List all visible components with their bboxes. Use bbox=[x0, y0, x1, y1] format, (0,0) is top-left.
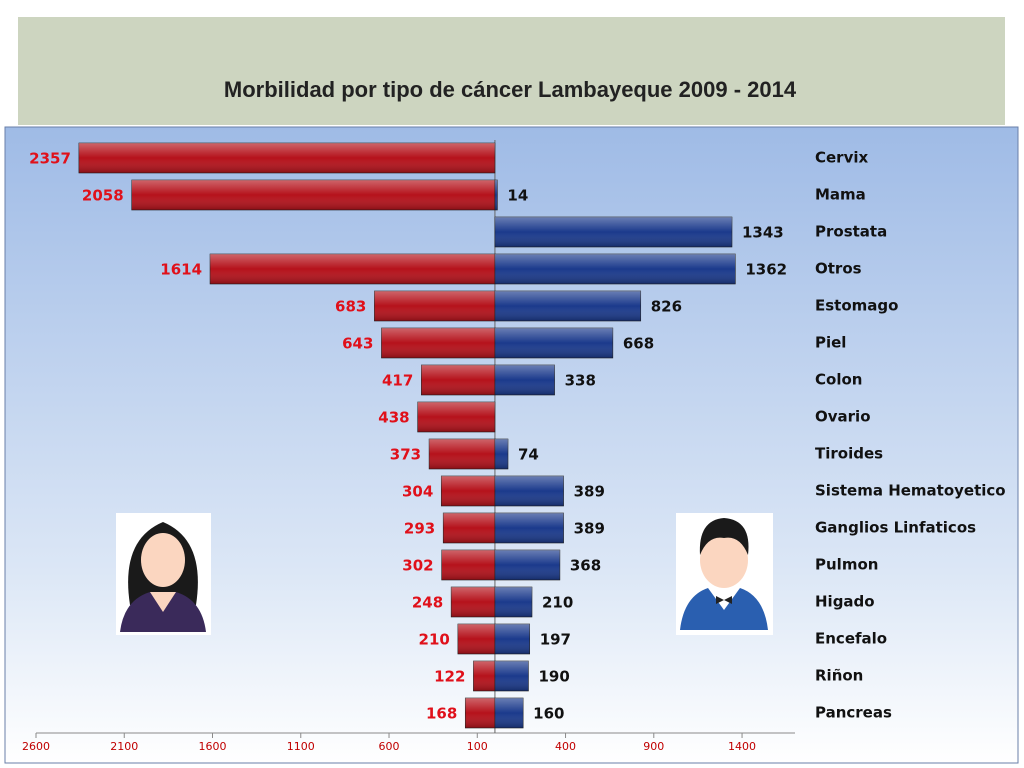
header-box bbox=[18, 17, 1005, 125]
bar-shine bbox=[494, 624, 530, 654]
bar-shine bbox=[417, 402, 495, 432]
category-label: Higado bbox=[815, 593, 875, 611]
value-label: 668 bbox=[623, 335, 654, 353]
category-label: Encefalo bbox=[815, 630, 887, 648]
value-label: 190 bbox=[538, 668, 569, 686]
value-label: 210 bbox=[419, 631, 450, 649]
bar-shine bbox=[494, 328, 613, 358]
value-label: 338 bbox=[565, 372, 596, 390]
x-tick-label: 1100 bbox=[287, 740, 315, 753]
value-label: 417 bbox=[382, 372, 413, 390]
x-tick-label: 1600 bbox=[199, 740, 227, 753]
value-label: 2357 bbox=[29, 150, 71, 168]
category-label: Otros bbox=[815, 260, 862, 278]
value-label: 302 bbox=[402, 557, 433, 575]
x-tick-label: 100 bbox=[467, 740, 488, 753]
bar-shine bbox=[494, 217, 732, 247]
value-label: 438 bbox=[378, 409, 409, 427]
value-label: 643 bbox=[342, 335, 373, 353]
bar-shine bbox=[210, 254, 495, 284]
value-label: 304 bbox=[402, 483, 433, 501]
bar-shine bbox=[441, 550, 495, 580]
category-label: Pulmon bbox=[815, 556, 878, 574]
value-label: 248 bbox=[412, 594, 443, 612]
male-icon bbox=[676, 513, 773, 635]
value-label: 14 bbox=[507, 187, 528, 205]
bar-shine bbox=[441, 476, 495, 506]
category-label: Piel bbox=[815, 334, 846, 352]
x-tick-label: 2100 bbox=[110, 740, 138, 753]
category-label: Mama bbox=[815, 186, 866, 204]
bar-shine bbox=[374, 291, 495, 321]
value-label: 1614 bbox=[160, 261, 202, 279]
bar-shine bbox=[494, 291, 641, 321]
value-label: 389 bbox=[574, 483, 605, 501]
value-label: 389 bbox=[574, 520, 605, 538]
bar-shine bbox=[494, 439, 508, 469]
value-label: 74 bbox=[518, 446, 539, 464]
value-label: 160 bbox=[533, 705, 564, 723]
x-tick-label: 1400 bbox=[728, 740, 756, 753]
bar-shine bbox=[494, 550, 560, 580]
chart-title: Morbilidad por tipo de cáncer Lambayeque… bbox=[224, 77, 797, 102]
value-label: 168 bbox=[426, 705, 457, 723]
bar-shine bbox=[494, 698, 524, 728]
x-tick-label: 400 bbox=[555, 740, 576, 753]
bar-shine bbox=[78, 143, 495, 173]
category-label: Ovario bbox=[815, 408, 871, 426]
bar-shine bbox=[131, 180, 495, 210]
category-label: Colon bbox=[815, 371, 862, 389]
bar-shine bbox=[421, 365, 495, 395]
x-tick-label: 2600 bbox=[22, 740, 50, 753]
bar-shine bbox=[451, 587, 495, 617]
bar-shine bbox=[494, 254, 736, 284]
bar-shine bbox=[443, 513, 495, 543]
bar-shine bbox=[494, 513, 564, 543]
bar-shine bbox=[457, 624, 495, 654]
bar-shine bbox=[494, 365, 555, 395]
value-label: 122 bbox=[434, 668, 465, 686]
x-tick-label: 900 bbox=[643, 740, 664, 753]
bar-shine bbox=[494, 587, 532, 617]
category-label: Pancreas bbox=[815, 704, 892, 722]
value-label: 197 bbox=[540, 631, 571, 649]
female-icon bbox=[116, 513, 211, 635]
value-label: 1362 bbox=[745, 261, 787, 279]
category-label: Prostata bbox=[815, 223, 887, 241]
bar-shine bbox=[494, 180, 498, 210]
value-label: 373 bbox=[390, 446, 421, 464]
bar-shine bbox=[381, 328, 495, 358]
value-label: 293 bbox=[404, 520, 435, 538]
category-label: Riñon bbox=[815, 667, 863, 685]
category-label: Estomago bbox=[815, 297, 898, 315]
value-label: 2058 bbox=[82, 187, 124, 205]
x-tick-label: 600 bbox=[379, 740, 400, 753]
bar-shine bbox=[494, 476, 564, 506]
category-label: Cervix bbox=[815, 149, 868, 167]
category-label: Tiroides bbox=[815, 445, 883, 463]
value-label: 826 bbox=[651, 298, 682, 316]
bar-shine bbox=[465, 698, 495, 728]
bar-shine bbox=[473, 661, 495, 691]
value-label: 1343 bbox=[742, 224, 784, 242]
bar-shine bbox=[429, 439, 495, 469]
category-label: Sistema Hematoyetico bbox=[815, 482, 1006, 500]
bar-shine bbox=[494, 661, 529, 691]
value-label: 210 bbox=[542, 594, 573, 612]
value-label: 368 bbox=[570, 557, 601, 575]
category-label: Ganglios Linfaticos bbox=[815, 519, 976, 537]
value-label: 683 bbox=[335, 298, 366, 316]
